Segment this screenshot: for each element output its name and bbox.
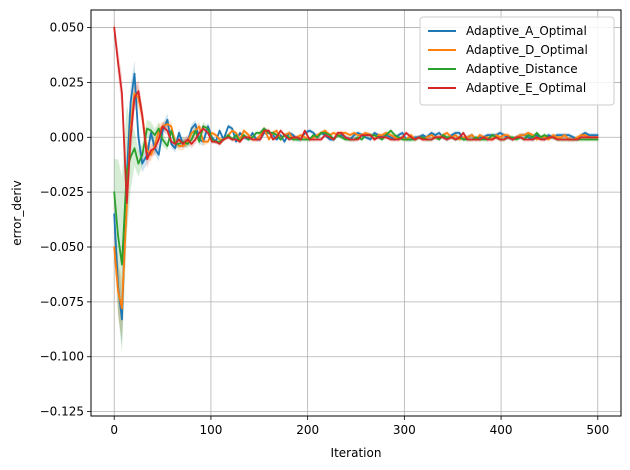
legend-box — [419, 16, 615, 106]
x-tick-label: 200 — [296, 423, 319, 437]
series-line-3 — [113, 26, 599, 205]
x-tick-label: 0 — [110, 423, 118, 437]
series-lines — [113, 26, 599, 321]
x-tick-label: 500 — [586, 423, 609, 437]
y-tick-label: 0.000 — [50, 130, 84, 144]
legend-label: Adaptive_Distance — [466, 62, 578, 76]
legend-label: Adaptive_A_Optimal — [466, 24, 587, 38]
y-tick-label: −0.125 — [40, 405, 84, 419]
y-tick-label: −0.100 — [40, 350, 84, 364]
x-axis-label: Iteration — [331, 446, 382, 460]
plot-frame — [90, 9, 622, 417]
y-axis-ticks: −0.125 −0.100 −0.075 −0.050 −0.025 0.000 0.025… — [40, 21, 91, 419]
y-tick-label: −0.075 — [40, 295, 84, 309]
legend-label: Adaptive_E_Optimal — [466, 81, 586, 95]
legend-label: Adaptive_D_Optimal — [466, 43, 588, 57]
y-tick-label: −0.050 — [40, 240, 84, 254]
x-tick-label: 100 — [199, 423, 222, 437]
y-tick-label: 0.025 — [50, 75, 84, 89]
x-tick-label: 400 — [490, 423, 513, 437]
x-tick-label: 300 — [393, 423, 416, 437]
grid — [91, 10, 621, 416]
series-line-2 — [113, 125, 599, 266]
x-axis-ticks: 0 100 200 300 400 500 — [110, 416, 609, 437]
y-axis-label: error_deriv — [10, 180, 24, 245]
y-tick-label: 0.050 — [50, 21, 84, 35]
legend: Adaptive_A_Optimal Adaptive_D_Optimal Adap… — [419, 16, 615, 106]
y-tick-label: −0.025 — [40, 185, 84, 199]
